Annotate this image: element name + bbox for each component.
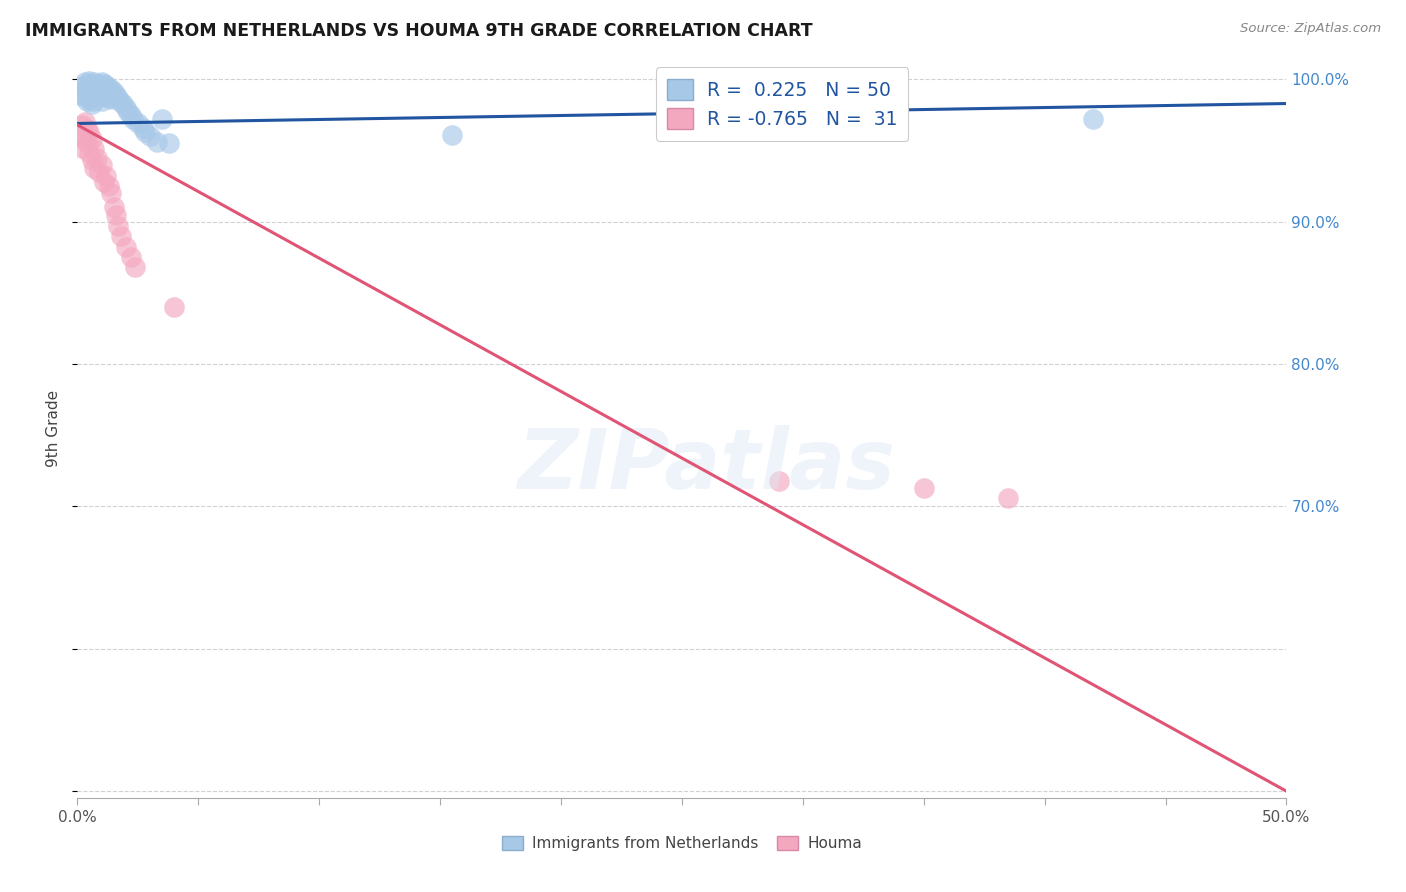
Point	[90, 75, 112, 89]
Point	[76, 122, 98, 136]
Point	[112, 96, 135, 111]
Point	[93, 175, 115, 189]
Point	[107, 219, 129, 233]
Point	[114, 101, 136, 115]
Point	[127, 116, 149, 130]
Point	[90, 94, 112, 108]
Point	[93, 77, 115, 91]
Point	[100, 92, 122, 106]
Point	[124, 260, 146, 275]
Point	[122, 112, 145, 127]
Point	[80, 77, 103, 91]
Point	[70, 79, 93, 94]
Point	[96, 169, 118, 183]
Point	[79, 74, 101, 88]
Point	[79, 125, 101, 139]
Point	[80, 96, 103, 111]
Point	[131, 120, 153, 135]
Point	[83, 84, 105, 98]
Point	[103, 201, 125, 215]
Text: IMMIGRANTS FROM NETHERLANDS VS HOUMA 9TH GRADE CORRELATION CHART: IMMIGRANTS FROM NETHERLANDS VS HOUMA 9TH…	[25, 22, 813, 40]
Point	[157, 136, 180, 151]
Point	[76, 94, 98, 108]
Point	[83, 161, 105, 175]
Point	[120, 250, 142, 264]
Point	[997, 491, 1019, 505]
Point	[97, 179, 120, 194]
Point	[97, 81, 120, 95]
Point	[114, 240, 136, 254]
Point	[70, 141, 93, 155]
Point	[117, 105, 139, 120]
Point	[79, 82, 101, 96]
Point	[73, 132, 96, 146]
Point	[73, 75, 96, 89]
Point	[150, 112, 173, 127]
Point	[110, 95, 132, 109]
Point	[69, 129, 91, 144]
Point	[87, 165, 110, 179]
Point	[79, 146, 101, 161]
Point	[110, 229, 132, 244]
Point	[86, 87, 108, 102]
Point	[73, 115, 96, 129]
Text: Source: ZipAtlas.com: Source: ZipAtlas.com	[1240, 22, 1381, 36]
Point	[120, 108, 142, 122]
Point	[96, 89, 118, 103]
Point	[1081, 112, 1104, 127]
Point	[83, 94, 105, 108]
Point	[105, 87, 128, 102]
Point	[912, 481, 935, 495]
Legend: Immigrants from Netherlands, Houma: Immigrants from Netherlands, Houma	[495, 830, 869, 857]
Point	[83, 142, 105, 156]
Point	[80, 87, 103, 101]
Point	[441, 128, 464, 142]
Point	[97, 91, 120, 105]
Point	[80, 153, 103, 168]
Point	[100, 82, 122, 96]
Point	[83, 75, 105, 89]
Point	[76, 84, 98, 98]
Point	[90, 158, 112, 172]
Point	[70, 118, 93, 132]
Point	[163, 300, 186, 314]
Point	[76, 77, 98, 91]
Point	[86, 78, 108, 92]
Text: ZIPatlas: ZIPatlas	[517, 425, 896, 506]
Point	[146, 135, 169, 149]
Y-axis label: 9th Grade: 9th Grade	[45, 390, 60, 467]
Point	[134, 125, 156, 139]
Point	[76, 136, 98, 151]
Point	[70, 89, 93, 103]
Point	[105, 208, 128, 222]
Point	[87, 77, 110, 91]
Point	[103, 85, 125, 99]
Point	[87, 85, 110, 99]
Point	[100, 186, 122, 201]
Point	[86, 151, 108, 165]
Point	[107, 91, 129, 105]
Point	[69, 87, 91, 101]
Point	[80, 132, 103, 146]
Point	[96, 78, 118, 92]
Point	[73, 85, 96, 99]
Point	[768, 474, 790, 488]
Point	[93, 87, 115, 101]
Point	[90, 84, 112, 98]
Point	[79, 92, 101, 106]
Point	[139, 129, 162, 144]
